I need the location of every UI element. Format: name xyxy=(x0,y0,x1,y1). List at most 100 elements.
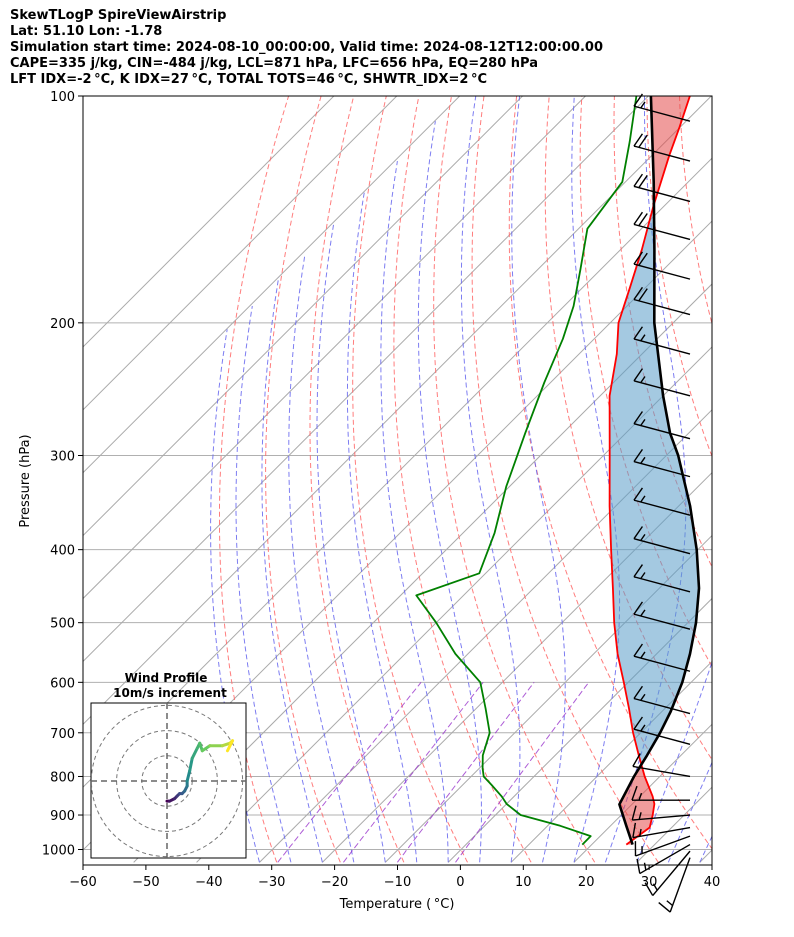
mixing-ratio-line xyxy=(396,682,535,863)
axes: −60 −50 −40 −30 −20 −10 0 10 20 30 40 1000 900 800 700… xyxy=(42,90,720,890)
hodograph-segment xyxy=(225,739,235,753)
simulation-time-line: Simulation start time: 2024-08-10_00:00:… xyxy=(10,40,603,55)
isotherm-line xyxy=(83,96,650,663)
dry-adiabat-line xyxy=(508,96,712,850)
moist-adiabat-line xyxy=(417,121,482,863)
isotherm-line xyxy=(83,96,587,600)
wind-barb xyxy=(633,93,691,122)
isotherm-line xyxy=(322,471,712,863)
x-tick-label: −20 xyxy=(321,875,348,890)
isotherm-line xyxy=(83,96,524,537)
wind-barb xyxy=(632,822,691,839)
moist-adiabat-line xyxy=(571,96,621,863)
isotherm-line xyxy=(133,283,712,863)
hodograph-ring xyxy=(116,730,218,832)
wind-barb xyxy=(633,685,691,715)
dry-adiabat-line xyxy=(309,96,405,863)
wind-barb xyxy=(633,173,691,203)
wind-barb xyxy=(633,411,691,440)
dry-adiabat-line xyxy=(219,96,290,863)
dry-adiabat-line xyxy=(711,96,712,102)
wind-barb xyxy=(632,753,691,778)
plot-area xyxy=(83,96,794,863)
moist-adiabat-line xyxy=(210,329,260,863)
x-tick-label: −30 xyxy=(258,875,285,890)
dewpoint-profile xyxy=(415,96,638,846)
isotherm-line xyxy=(83,96,335,348)
wind-barb xyxy=(631,785,690,801)
hodograph-title: Wind Profile xyxy=(125,671,208,685)
dry-adiabat-line xyxy=(777,96,794,862)
hodograph-segment xyxy=(185,769,192,783)
wind-barb xyxy=(633,601,691,630)
mixing-ratio-line xyxy=(455,682,590,863)
x-tick-label: 0 xyxy=(456,875,464,890)
dry-adiabat-line xyxy=(679,96,712,326)
y-tick-label: 1000 xyxy=(42,844,75,859)
y-tick-label: 800 xyxy=(50,770,75,785)
mixing-ratio-line xyxy=(277,682,422,863)
location-line: Lat: 51.10 Lon: -1.78 xyxy=(10,24,163,39)
mixing-ratio-line xyxy=(343,681,484,863)
moist-adiabat-line xyxy=(460,96,521,863)
x-tick-label: −50 xyxy=(132,875,159,890)
dry-adiabat-line xyxy=(352,96,468,863)
x-tick-label: −60 xyxy=(69,875,96,890)
isotherm-line xyxy=(447,597,712,863)
y-axis-label: Pressure (hPa) xyxy=(18,434,33,527)
hodograph-segment xyxy=(200,744,212,753)
moist-adiabat-line xyxy=(235,305,292,863)
dry-adiabat-line xyxy=(433,96,596,863)
isotherm-line xyxy=(573,723,712,863)
chart-title: SkewTLogP SpireViewAirstrip xyxy=(10,8,227,23)
x-axis-label: Temperature ( °C) xyxy=(339,897,455,912)
y-tick-label: 400 xyxy=(50,544,75,559)
parcel-profile xyxy=(618,96,701,846)
hodograph-subtitle: 10m/s increment xyxy=(113,686,227,700)
wind-barb xyxy=(644,850,691,897)
dry-adiabat-line xyxy=(745,96,794,862)
wind-barb xyxy=(633,251,691,280)
isotherm-line xyxy=(83,96,398,411)
cape-area xyxy=(619,764,655,842)
isotherm-line xyxy=(83,96,461,474)
x-tick-label: 20 xyxy=(578,875,595,890)
y-tick-label: 700 xyxy=(50,727,75,742)
isotherm-line xyxy=(259,409,712,863)
moist-adiabat-line xyxy=(667,761,712,863)
wind-barb xyxy=(633,133,691,162)
wind-barb xyxy=(633,368,691,397)
x-tick-label: −10 xyxy=(384,875,411,890)
moist-adiabat-line xyxy=(380,161,449,863)
wind-barb xyxy=(634,835,691,857)
x-tick-label: 40 xyxy=(704,875,721,890)
x-tick-label: 30 xyxy=(641,875,658,890)
cape-cin-line: CAPE=335 j/kg, CIN=-484 j/kg, LCL=871 hP… xyxy=(10,56,538,71)
wind-barb xyxy=(633,211,691,241)
isotherm-line xyxy=(699,849,712,863)
y-tick-label: 600 xyxy=(50,676,75,691)
wind-barb xyxy=(633,487,691,516)
hodograph-inset: Wind Profile 10m/s increment xyxy=(90,671,247,859)
dry-adiabat-line xyxy=(393,96,532,863)
hodograph-segment xyxy=(188,756,194,773)
wind-barb xyxy=(633,286,691,316)
y-tick-label: 500 xyxy=(50,617,75,632)
moist-adiabat-line xyxy=(261,277,323,863)
y-tick-label: 900 xyxy=(50,809,75,824)
wind-barb xyxy=(636,843,691,875)
hodograph-plot xyxy=(91,703,246,858)
hodograph-segment xyxy=(190,746,199,760)
moist-adiabat-line xyxy=(316,224,386,863)
wind-barb xyxy=(633,564,691,593)
x-tick-label: 10 xyxy=(515,875,532,890)
wind-barb xyxy=(631,805,691,821)
x-tick-label: −40 xyxy=(195,875,222,890)
isotherm-line xyxy=(196,346,712,863)
wind-barb xyxy=(633,526,691,555)
isotherm-line xyxy=(384,534,712,863)
wind-barb xyxy=(658,857,691,913)
wind-barbs xyxy=(631,93,691,913)
y-tick-label: 200 xyxy=(50,317,75,332)
